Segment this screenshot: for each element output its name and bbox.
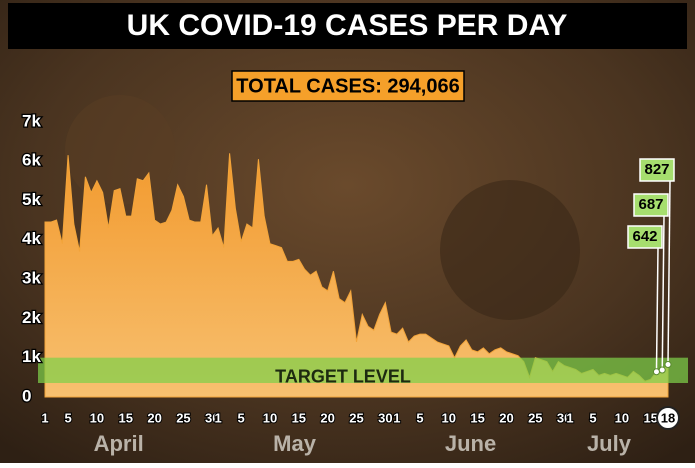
target-label: TARGET LEVEL [275,366,411,386]
x-tick-label: 10 [442,410,456,425]
annotation: TOTAL CASES: 294,066 [236,75,459,97]
y-tick-label: 2k [22,308,41,327]
leader-line [655,247,659,372]
x-tick-label: 30 [205,410,219,425]
chart-title: UK COVID-19 CASES PER DAY [127,9,568,42]
data-label: 827 [644,161,669,178]
x-tick-label: 5 [416,410,423,425]
y-tick-label: 0 [22,386,31,405]
data-point [658,366,666,374]
x-tick-label: 10 [263,410,277,425]
month-label: July [587,431,632,456]
data-label-box [633,193,669,217]
x-tick-label: 15 [470,410,484,425]
leader-line [667,180,671,365]
x-tick-label: 20 [320,410,334,425]
virus-decoration [440,180,580,320]
data-label-box [627,225,663,249]
y-tick-label: 6k [22,151,41,170]
x-tick-label: 5 [64,410,71,425]
x-tick-label: 1 [41,410,48,425]
data-label: 642 [632,228,657,245]
x-tick-label: 30 [557,410,571,425]
data-point [664,360,672,368]
x-tick-label: 15 [292,410,306,425]
x-tick-label: 30 [378,410,392,425]
y-tick-label: 4k [22,229,41,248]
x-tick-label: 5 [589,410,596,425]
leader-line [661,215,665,370]
x-tick-label: 25 [528,410,542,425]
y-tick-label: 5k [22,190,41,209]
x-tick-label: 20 [499,410,513,425]
x-tick-label: 20 [147,410,161,425]
x-tick-label: 1 [566,410,573,425]
x-tick-label: 1 [393,410,400,425]
month-label: June [445,431,496,456]
y-tick-label: 7k [22,111,41,130]
x-tick-label: 25 [349,410,363,425]
title-bar [8,3,687,49]
x-tick-label: 15 [119,410,133,425]
highlight-circle [656,406,680,430]
x-tick-label: 5 [238,410,245,425]
month-label: May [273,431,317,456]
x-tick-label: 10 [90,410,104,425]
data-point [652,368,660,376]
x-tick-label: 15 [643,410,657,425]
target-band [38,357,688,383]
data-label: 687 [638,196,663,213]
x-tick-label: 1 [214,410,221,425]
month-label: April [94,431,144,456]
annotation-box [231,70,465,102]
x-tick-label: 10 [615,410,629,425]
y-tick-label: 1k [22,347,41,366]
y-tick-label: 3k [22,269,41,288]
x-tick-label: 25 [176,410,190,425]
x-tick-label: 18 [661,410,675,425]
data-label-box [639,158,675,182]
